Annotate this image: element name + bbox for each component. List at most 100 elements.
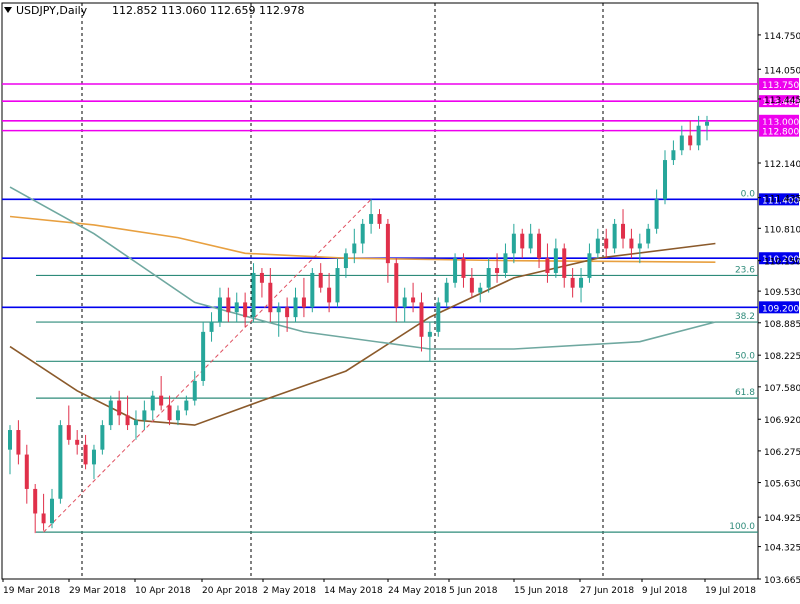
y-tick-label: 111.435 (764, 195, 800, 205)
y-tick-label: 110.810 (764, 225, 800, 235)
level-tag-label: 111.400 (762, 196, 799, 206)
y-tick-label: 106.275 (764, 448, 800, 458)
candle-bear (16, 430, 21, 455)
candle-bull (343, 253, 348, 269)
candle-bull (503, 253, 508, 273)
y-tick-label: 105.630 (764, 480, 800, 490)
y-tick-label: 114.050 (764, 66, 800, 76)
candle-bear (621, 223, 626, 239)
fib-level-label: 100.0 (729, 522, 755, 532)
candle-bear (243, 302, 248, 318)
candle-bull (705, 121, 709, 126)
candle-bear (469, 277, 474, 293)
candle-bull (192, 380, 197, 401)
candle-bull (637, 243, 642, 249)
ohlc-readout: 112.852 113.060 112.659 112.978 (112, 4, 304, 17)
x-tick-label: 19 Mar 2018 (3, 586, 60, 596)
candle-bear (167, 405, 172, 421)
triangle-down-icon[interactable] (4, 7, 12, 13)
fib-level-label: 50.0 (735, 351, 755, 361)
candle-bull (8, 430, 12, 450)
candle-bull (696, 125, 701, 146)
candle-bull (58, 425, 63, 499)
candle-bull (335, 268, 340, 303)
y-tick-label: 114.750 (764, 32, 800, 42)
level-tag-112.800 (759, 124, 799, 137)
moving-average-teal (9, 186, 716, 350)
candle-bull (201, 331, 206, 381)
candle-bull (108, 400, 113, 426)
candle-bull (646, 228, 651, 244)
candle-bull (453, 258, 458, 283)
level-tag-110.200 (759, 252, 799, 265)
candle-bear (75, 439, 80, 445)
symbol-label: USDJPY,Daily (16, 4, 88, 17)
candle-bull (612, 223, 617, 249)
candle-bull (175, 410, 180, 421)
x-tick-label: 5 Jun 2018 (449, 586, 498, 596)
candle-bull (184, 400, 189, 411)
candle-bull (654, 199, 659, 229)
candle-bear (520, 233, 525, 249)
level-tag-label: 110.200 (762, 255, 799, 265)
fib-level-label: 0.0 (741, 189, 756, 199)
candle-bull (133, 420, 138, 426)
candle-bull (486, 268, 491, 288)
fib-level-label: 23.6 (735, 265, 755, 275)
candle-bear (411, 297, 416, 303)
candle-bear (385, 223, 390, 264)
x-tick-label: 20 Apr 2018 (202, 586, 258, 596)
y-tick-label: 113.445 (764, 96, 800, 106)
candle-bear (570, 277, 575, 288)
y-tick-label: 108.225 (764, 352, 800, 362)
candle-bull (142, 410, 147, 421)
candle-bear (377, 214, 382, 224)
candle-bull (251, 272, 256, 318)
candle-bear (117, 400, 122, 416)
y-tick-label: 103.665 (764, 576, 800, 586)
candle-bear (226, 297, 231, 313)
candle-bull (427, 331, 432, 337)
candle-bull (579, 277, 584, 288)
x-tick-label: 15 Jun 2018 (514, 586, 568, 596)
candle-bear (285, 307, 290, 318)
y-tick-label: 110.150 (764, 258, 800, 268)
candle-bear (301, 297, 306, 308)
candle-bear (562, 248, 567, 278)
candle-bull (276, 307, 281, 313)
candle-bear (268, 282, 273, 313)
level-tag-113.000 (759, 114, 799, 127)
candle-bull (595, 238, 600, 254)
candle-bull (293, 297, 298, 318)
candle-bear (419, 302, 424, 337)
y-tick-label: 108.885 (764, 320, 800, 330)
candle-bull (587, 253, 592, 278)
level-tag-label: 113.400 (762, 98, 799, 108)
x-tick-label: 14 May 2018 (324, 586, 383, 596)
x-tick-label: 29 Mar 2018 (69, 586, 126, 596)
candle-bear (159, 395, 164, 406)
level-tag-label: 113.000 (762, 118, 799, 128)
candle-bear (125, 415, 130, 426)
candle-bear (495, 268, 500, 273)
candle-bear (66, 425, 71, 440)
candle-bull (100, 425, 105, 450)
candle-bull (663, 160, 668, 200)
fib-trend-line (43, 198, 372, 533)
candle-bull (352, 243, 357, 254)
candle-bull (234, 302, 239, 313)
candle-bear (327, 287, 332, 303)
candle-bull (150, 395, 155, 411)
candle-bull (360, 223, 365, 244)
candle-bear (83, 444, 88, 465)
candle-bear (33, 488, 38, 514)
candle-bull (671, 150, 676, 161)
y-tick-label: 106.920 (764, 416, 800, 426)
candle-bear (461, 258, 466, 278)
candle-bull (436, 302, 441, 332)
candle-bull (402, 297, 407, 308)
level-tag-113.400 (759, 95, 799, 108)
candle-bull (209, 322, 214, 332)
